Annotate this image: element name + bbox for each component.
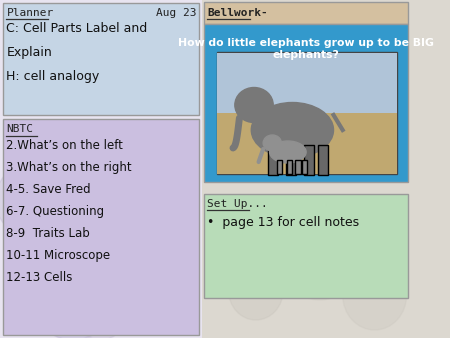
- FancyBboxPatch shape: [304, 145, 315, 175]
- Text: 12-13 Cells: 12-13 Cells: [6, 271, 73, 284]
- FancyBboxPatch shape: [295, 160, 301, 174]
- Ellipse shape: [263, 135, 281, 151]
- Text: 8-9  Traits Lab: 8-9 Traits Lab: [6, 227, 90, 240]
- Circle shape: [18, 20, 91, 100]
- Text: How do little elephants grow up to be BIG
elephants?: How do little elephants grow up to be BI…: [178, 38, 434, 59]
- Text: Set Up...: Set Up...: [207, 199, 268, 209]
- FancyBboxPatch shape: [287, 160, 292, 174]
- Text: 4-5. Save Fred: 4-5. Save Fred: [6, 183, 91, 196]
- Text: NBTC: NBTC: [6, 124, 33, 134]
- FancyBboxPatch shape: [216, 52, 397, 174]
- Circle shape: [27, 240, 119, 338]
- FancyBboxPatch shape: [0, 0, 202, 338]
- FancyBboxPatch shape: [217, 53, 396, 113]
- Ellipse shape: [235, 88, 273, 122]
- FancyBboxPatch shape: [204, 24, 409, 182]
- Text: 3.What’s on the right: 3.What’s on the right: [6, 161, 132, 174]
- Circle shape: [110, 230, 183, 310]
- Text: Explain: Explain: [6, 46, 52, 59]
- FancyBboxPatch shape: [3, 3, 199, 115]
- Text: H: cell analogy: H: cell analogy: [6, 70, 99, 83]
- FancyBboxPatch shape: [204, 194, 409, 298]
- Text: Planner: Planner: [6, 8, 54, 18]
- Text: Aug 23: Aug 23: [156, 8, 197, 18]
- Circle shape: [0, 165, 59, 235]
- Ellipse shape: [270, 141, 306, 163]
- FancyBboxPatch shape: [277, 160, 282, 174]
- Text: 6-7. Questioning: 6-7. Questioning: [6, 205, 104, 218]
- Text: 10-11 Microscope: 10-11 Microscope: [6, 249, 111, 262]
- Text: C: Cell Parts Label and: C: Cell Parts Label and: [6, 22, 148, 35]
- Text: Bellwork-: Bellwork-: [207, 8, 268, 18]
- FancyBboxPatch shape: [217, 113, 396, 174]
- FancyBboxPatch shape: [3, 119, 199, 335]
- FancyBboxPatch shape: [286, 145, 296, 175]
- FancyBboxPatch shape: [318, 145, 328, 175]
- FancyBboxPatch shape: [302, 160, 307, 174]
- FancyBboxPatch shape: [268, 145, 278, 175]
- Ellipse shape: [251, 102, 333, 158]
- Circle shape: [73, 280, 128, 338]
- Circle shape: [229, 260, 283, 320]
- Circle shape: [342, 260, 407, 330]
- Circle shape: [279, 210, 361, 300]
- FancyBboxPatch shape: [204, 2, 409, 24]
- Text: 2.What’s on the left: 2.What’s on the left: [6, 139, 123, 152]
- Text: •  page 13 for cell notes: • page 13 for cell notes: [207, 216, 360, 229]
